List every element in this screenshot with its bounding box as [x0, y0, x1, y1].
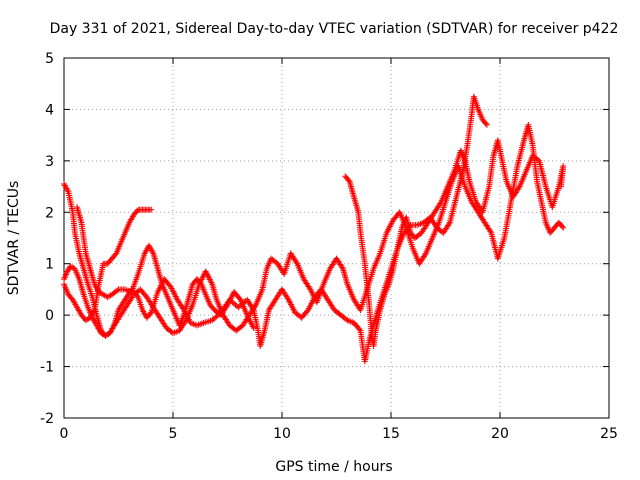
- x-tick-label: 5: [169, 426, 178, 442]
- data-point: [250, 325, 257, 331]
- x-axis-label: GPS time / hours: [275, 459, 392, 475]
- data-point: [210, 316, 217, 322]
- data-point: [356, 326, 363, 333]
- y-tick-label: 1: [45, 257, 54, 273]
- data-point: [293, 259, 300, 266]
- series-trace-e: [342, 137, 567, 349]
- x-tick-label: 0: [60, 426, 69, 442]
- data-point: [445, 221, 452, 228]
- data-point: [212, 314, 219, 321]
- y-tick-label: 0: [45, 308, 54, 324]
- y-tick-label: -2: [40, 411, 54, 427]
- plot-frame: [63, 57, 610, 419]
- x-tick-label: 10: [273, 426, 291, 442]
- axis-ticks: 0 5 10 15 20 25 -2 -1 0 1 2 3 4 5: [40, 51, 618, 442]
- data-point: [515, 185, 522, 192]
- data-point: [483, 121, 490, 128]
- data-points: [61, 93, 567, 365]
- y-tick-label: -1: [40, 360, 54, 376]
- x-tick-label: 20: [491, 426, 509, 442]
- data-point: [134, 208, 141, 214]
- data-point: [487, 228, 494, 235]
- data-point: [437, 200, 444, 207]
- y-axis-label: SDTVAR / TECUs: [6, 181, 22, 296]
- data-point: [559, 223, 566, 230]
- data-point: [421, 251, 428, 258]
- series-trace-c: [61, 206, 155, 324]
- data-point: [148, 206, 155, 213]
- y-tick-label: 5: [45, 51, 54, 67]
- data-point: [114, 287, 121, 294]
- data-point: [235, 304, 242, 311]
- data-point: [147, 310, 154, 317]
- grid-lines: [64, 58, 609, 418]
- series-trace-b: [61, 121, 567, 339]
- x-tick-label: 25: [600, 426, 618, 442]
- series-trace-d: [74, 204, 257, 331]
- x-tick-label: 15: [382, 426, 400, 442]
- data-point: [482, 120, 489, 127]
- y-tick-label: 3: [45, 154, 54, 170]
- chart-title: Day 331 of 2021, Sidereal Day-to-day VTE…: [50, 21, 619, 37]
- data-point: [251, 303, 258, 310]
- data-point: [284, 295, 291, 302]
- data-point: [232, 301, 239, 308]
- data-point: [558, 183, 565, 190]
- data-point: [560, 224, 567, 231]
- y-tick-label: 2: [45, 205, 54, 221]
- data-point: [231, 300, 238, 307]
- data-point: [306, 284, 313, 291]
- data-point: [209, 317, 216, 324]
- y-tick-label: 4: [45, 102, 54, 118]
- data-point: [223, 303, 230, 310]
- data-point: [339, 264, 346, 271]
